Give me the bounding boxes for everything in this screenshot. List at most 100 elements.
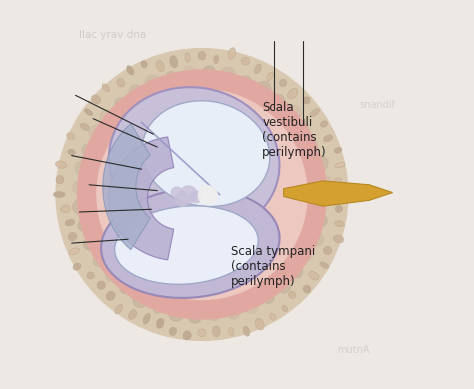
Ellipse shape — [334, 178, 342, 183]
Ellipse shape — [106, 291, 115, 300]
Circle shape — [175, 192, 190, 206]
Ellipse shape — [53, 191, 65, 198]
Ellipse shape — [85, 109, 93, 116]
Circle shape — [227, 307, 239, 319]
Ellipse shape — [198, 51, 206, 60]
Circle shape — [316, 175, 331, 190]
Circle shape — [93, 255, 105, 266]
Ellipse shape — [289, 291, 296, 298]
Ellipse shape — [73, 263, 81, 270]
Circle shape — [220, 67, 236, 82]
Ellipse shape — [80, 123, 90, 131]
Circle shape — [73, 181, 86, 194]
Ellipse shape — [97, 281, 106, 289]
Text: mutnA: mutnA — [337, 345, 370, 355]
Ellipse shape — [55, 161, 67, 168]
Circle shape — [89, 126, 103, 140]
Ellipse shape — [255, 319, 264, 330]
Ellipse shape — [320, 121, 328, 127]
Ellipse shape — [102, 84, 109, 92]
Circle shape — [203, 66, 215, 78]
Circle shape — [183, 66, 196, 79]
Circle shape — [82, 144, 94, 156]
Circle shape — [78, 70, 327, 319]
Circle shape — [153, 304, 162, 313]
Ellipse shape — [69, 248, 79, 255]
Circle shape — [304, 252, 312, 260]
Ellipse shape — [303, 285, 311, 293]
Circle shape — [198, 186, 218, 205]
Ellipse shape — [128, 310, 137, 319]
Ellipse shape — [185, 53, 190, 63]
Ellipse shape — [282, 305, 288, 312]
Circle shape — [313, 156, 328, 171]
Ellipse shape — [267, 72, 273, 81]
Ellipse shape — [183, 331, 191, 340]
Circle shape — [120, 286, 128, 293]
Circle shape — [56, 49, 348, 340]
Ellipse shape — [334, 235, 344, 243]
Ellipse shape — [310, 109, 319, 117]
Ellipse shape — [115, 304, 123, 314]
Ellipse shape — [169, 327, 176, 335]
Circle shape — [129, 85, 142, 98]
Circle shape — [256, 81, 271, 96]
Circle shape — [262, 292, 274, 303]
Circle shape — [146, 75, 160, 89]
Ellipse shape — [87, 272, 94, 279]
Circle shape — [320, 197, 329, 206]
Ellipse shape — [109, 87, 280, 236]
Ellipse shape — [115, 206, 258, 284]
Ellipse shape — [68, 232, 77, 241]
Ellipse shape — [241, 57, 249, 65]
Ellipse shape — [279, 79, 287, 87]
Circle shape — [115, 98, 126, 109]
Ellipse shape — [56, 175, 64, 184]
Circle shape — [191, 191, 202, 203]
Ellipse shape — [323, 135, 333, 142]
Polygon shape — [283, 181, 392, 206]
Circle shape — [286, 105, 301, 121]
Circle shape — [189, 310, 201, 323]
Ellipse shape — [141, 61, 147, 68]
Circle shape — [309, 232, 323, 246]
Circle shape — [166, 72, 175, 81]
Circle shape — [245, 300, 258, 314]
Circle shape — [78, 220, 89, 231]
Circle shape — [169, 307, 183, 321]
Ellipse shape — [336, 205, 343, 212]
Circle shape — [316, 215, 327, 226]
Ellipse shape — [323, 246, 332, 255]
Circle shape — [75, 161, 89, 175]
Text: snandif: snandif — [359, 100, 395, 110]
Circle shape — [242, 76, 251, 85]
Ellipse shape — [143, 313, 150, 324]
Circle shape — [276, 279, 291, 293]
Ellipse shape — [142, 101, 270, 207]
Circle shape — [210, 312, 219, 321]
Ellipse shape — [334, 147, 342, 153]
Ellipse shape — [61, 205, 70, 213]
Ellipse shape — [198, 329, 206, 336]
Circle shape — [73, 200, 87, 214]
Circle shape — [310, 141, 318, 149]
Circle shape — [291, 266, 302, 278]
Text: Scala tympani
(contains
perilymph): Scala tympani (contains perilymph) — [231, 245, 315, 288]
Ellipse shape — [156, 61, 164, 72]
Ellipse shape — [255, 64, 261, 74]
Circle shape — [133, 293, 147, 307]
Ellipse shape — [65, 219, 75, 226]
Ellipse shape — [270, 313, 275, 320]
Circle shape — [97, 89, 307, 300]
Circle shape — [84, 238, 96, 250]
Ellipse shape — [303, 97, 310, 104]
Ellipse shape — [101, 188, 280, 298]
Text: Scala
vestibuli
(contains
perilymph): Scala vestibuli (contains perilymph) — [262, 101, 327, 159]
Ellipse shape — [91, 95, 100, 103]
Ellipse shape — [228, 48, 236, 60]
Ellipse shape — [117, 79, 125, 87]
Ellipse shape — [214, 55, 219, 63]
Ellipse shape — [335, 221, 344, 226]
Ellipse shape — [170, 56, 178, 68]
Ellipse shape — [127, 66, 134, 75]
